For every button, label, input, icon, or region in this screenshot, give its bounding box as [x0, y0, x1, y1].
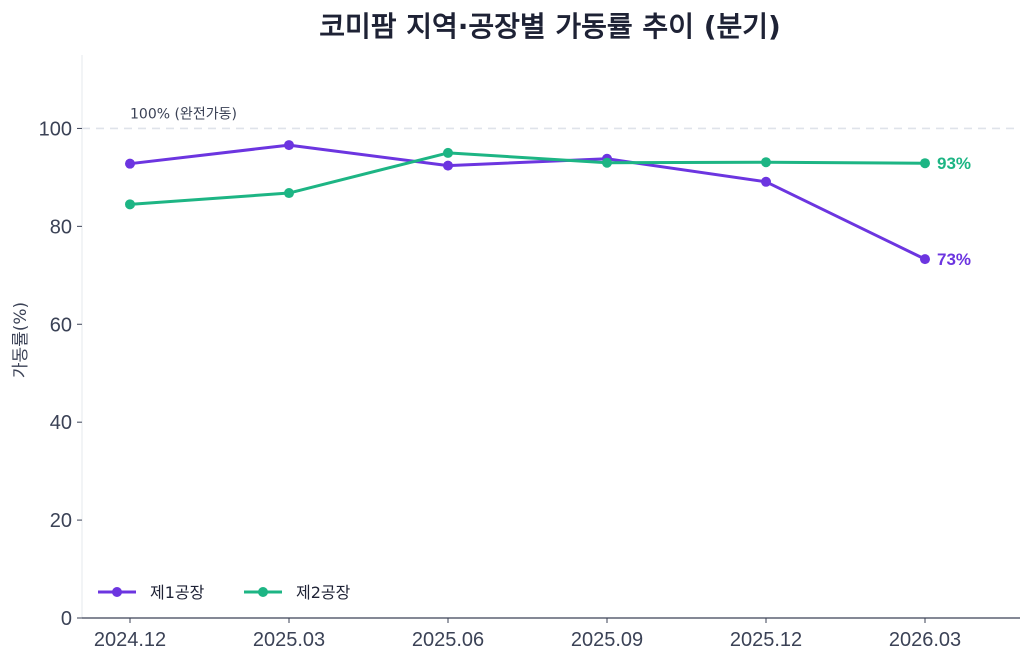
- end-value-label: 93%: [937, 154, 971, 173]
- x-tick-label: 2025.12: [730, 629, 802, 651]
- data-point: [920, 158, 930, 169]
- series-line: [128, 143, 927, 261]
- series-line: [128, 151, 927, 206]
- legend-label: 제2공장: [296, 583, 351, 602]
- x-tick-label: 2025.03: [253, 629, 325, 651]
- y-tick-label: 60: [50, 314, 72, 336]
- series-layer: 73% 93%: [125, 140, 971, 269]
- data-point: [443, 160, 453, 171]
- data-point: [443, 147, 453, 158]
- end-value-label: 73%: [937, 250, 971, 269]
- data-point: [284, 188, 294, 199]
- y-tick-label: 0: [61, 608, 72, 630]
- data-point: [125, 158, 135, 169]
- chart-title: 코미팜 지역·공장별 가동률 추이 (분기): [319, 10, 781, 43]
- legend-item: 제2공장: [244, 583, 351, 602]
- legend-item: 제1공장: [98, 583, 205, 602]
- legend-swatch-marker: [258, 587, 268, 597]
- y-axis-label: 가동률(%): [11, 302, 31, 378]
- y-tick-label: 100: [39, 118, 72, 140]
- data-point: [602, 157, 612, 168]
- y-tick-label: 20: [50, 510, 72, 532]
- y-tick-label: 80: [50, 216, 72, 238]
- y-tick-label: 40: [50, 412, 72, 434]
- legend: 제1공장 제2공장: [98, 583, 351, 602]
- data-point: [761, 176, 771, 187]
- reference-line-group: 100% (완전가동): [82, 106, 1020, 130]
- data-point: [761, 157, 771, 168]
- data-point: [284, 140, 294, 151]
- axes: 0 20 40 60 80 100 2024.12 2025.03 2025.06 2025.09…: [39, 55, 1020, 651]
- x-tick-label: 2025.09: [571, 629, 643, 651]
- x-tick-label: 2024.12: [94, 629, 166, 651]
- series-2: 93%: [125, 147, 971, 210]
- legend-swatch-marker: [112, 587, 122, 597]
- reference-line-label: 100% (완전가동): [130, 106, 237, 122]
- data-point: [920, 254, 930, 265]
- data-point: [125, 199, 135, 210]
- x-tick-label: 2026.03: [889, 629, 961, 651]
- legend-label: 제1공장: [150, 583, 205, 602]
- x-tick-label: 2025.06: [412, 629, 484, 651]
